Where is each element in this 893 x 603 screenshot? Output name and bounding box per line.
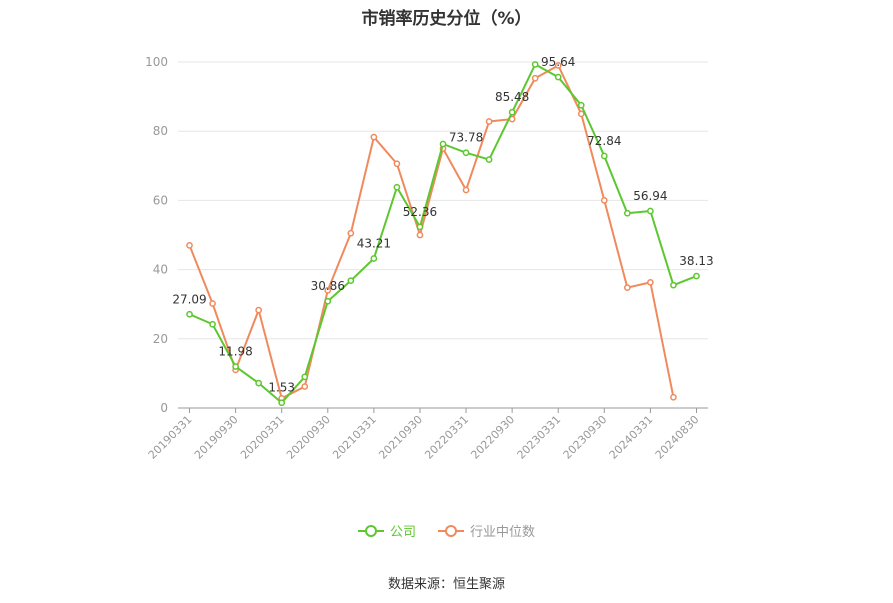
y-tick-label: 40 [153, 263, 168, 277]
data-point-company [186, 310, 193, 318]
x-tick-label: 20230331 [515, 413, 564, 462]
y-tick-label: 60 [153, 193, 168, 207]
data-point-industry [647, 279, 654, 286]
y-tick-label: 80 [153, 124, 168, 138]
chart-title: 市销率历史分位（%） [361, 9, 532, 29]
data-point-company [508, 108, 516, 116]
legend-label-industry: 行业中位数 [470, 525, 536, 540]
data-point-company [301, 373, 309, 381]
x-tick-label: 20240331 [607, 413, 656, 462]
y-tick-label: 100 [145, 55, 168, 69]
data-point-company [232, 363, 239, 370]
data-point-company [531, 61, 539, 68]
data-point-company [439, 140, 447, 148]
data-point-industry [531, 74, 539, 82]
x-tick-label: 20220331 [422, 413, 471, 462]
data-label: 30.86 [311, 279, 345, 293]
legend-marker-industry [438, 524, 464, 537]
data-label: 11.98 [218, 345, 252, 359]
data-point-company [278, 399, 286, 407]
data-point-industry [255, 306, 263, 314]
data-point-industry [670, 393, 677, 401]
x-tick-label: 20200331 [238, 413, 287, 462]
data-point-company [647, 207, 654, 215]
data-point-company [554, 73, 562, 81]
data-label: 52.36 [403, 205, 437, 219]
data-point-company [209, 320, 216, 328]
legend-marker-company [357, 524, 384, 537]
series-line-company [189, 63, 697, 404]
data-point-company [623, 209, 631, 217]
x-tick-label: 20210331 [330, 413, 379, 462]
data-point-industry [370, 133, 378, 141]
data-point-industry [186, 242, 193, 249]
data-point-company [462, 149, 470, 157]
data-point-industry [416, 231, 424, 239]
data-point-company [416, 223, 424, 231]
data-label: 43.21 [357, 236, 391, 250]
x-tick-label: 20230930 [561, 413, 610, 462]
data-point-company [693, 272, 700, 280]
data-point-industry [577, 110, 585, 118]
x-tick-label: 20220930 [468, 413, 517, 462]
legend-item-company[interactable]: 公司 [357, 521, 416, 540]
y-tick-label: 0 [160, 401, 168, 415]
data-point-company [393, 183, 401, 191]
data-point-industry [209, 300, 216, 307]
data-label: 38.13 [679, 254, 713, 268]
data-point-industry [554, 62, 562, 69]
data-label: 27.09 [172, 292, 206, 306]
y-tick-label: 20 [153, 332, 168, 346]
x-tick-label: 20200930 [284, 413, 333, 462]
data-point-company [255, 379, 263, 387]
data-point-company [577, 101, 585, 109]
data-point-company [670, 281, 677, 289]
data-point-industry [393, 160, 401, 168]
x-tick-label: 20240830 [653, 413, 702, 462]
data-point-company [600, 152, 608, 160]
data-point-industry [301, 383, 309, 390]
data-point-company [347, 277, 355, 285]
data-point-industry [485, 118, 493, 125]
data-label: 56.94 [633, 189, 667, 203]
data-source: 数据来源：恒生聚源 [387, 577, 505, 592]
data-point-company [485, 156, 493, 163]
x-tick-label: 20190930 [192, 413, 241, 462]
data-point-industry [324, 287, 332, 294]
data-point-industry [347, 229, 355, 237]
data-point-company [370, 255, 378, 262]
data-label: 73.78 [449, 131, 483, 145]
data-point-company [324, 297, 332, 305]
legend-label-company: 公司 [389, 525, 416, 540]
x-tick-label: 20210930 [376, 413, 425, 462]
series-line-industry [188, 64, 675, 400]
data-point-industry [462, 186, 470, 194]
data-label: 1.53 [268, 381, 295, 395]
data-point-industry [600, 197, 608, 204]
data-point-industry [623, 284, 631, 291]
data-label: 85.48 [495, 90, 529, 104]
legend: 公司 行业中位数 [0, 521, 893, 540]
x-tick-label: 20190331 [146, 413, 195, 462]
data-label: 72.84 [587, 134, 621, 148]
legend-item-industry[interactable]: 行业中位数 [438, 521, 535, 540]
data-label: 95.64 [541, 55, 575, 69]
